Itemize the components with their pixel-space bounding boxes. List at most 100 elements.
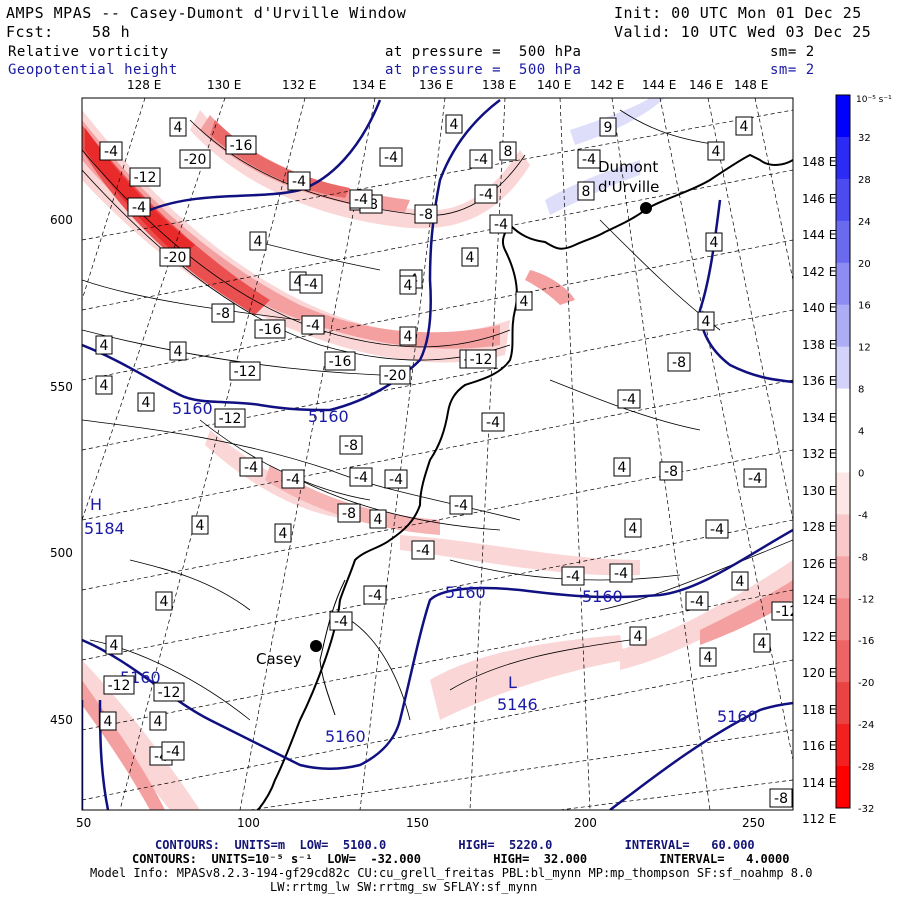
vorticity-value-box: 9 (599, 117, 617, 137)
vorticity-value-box: 4 (169, 117, 187, 137)
svg-text:4: 4 (634, 629, 643, 645)
top-lon-tick: 128 E (127, 78, 162, 92)
x-tick-250: 250 (742, 816, 765, 830)
vorticity-value-box: 4 (99, 711, 117, 731)
vorticity-value-box: -12 (153, 682, 185, 702)
svg-text:4: 4 (740, 119, 749, 135)
colorbar-swatch (836, 430, 850, 473)
vorticity-value-box: -12 (229, 361, 261, 381)
svg-text:-4: -4 (286, 472, 300, 488)
colorbar-swatch (836, 178, 850, 222)
colorbar-label: -20 (858, 678, 874, 689)
y-tick-600: 600 (50, 213, 73, 227)
right-lon-tick: 134 E (802, 410, 837, 425)
colorbar: 10⁻⁵ s⁻¹ 32 28 24 20 16 12 8 4 0 -4 -8 -12 -16 -20 -24 -… (835, 94, 892, 815)
svg-text:4: 4 (279, 526, 288, 542)
svg-text:4: 4 (100, 338, 109, 354)
svg-text:-4: -4 (334, 614, 348, 630)
vorticity-value-box: 4 (699, 647, 717, 667)
vorticity-value-box: 4 (613, 457, 631, 477)
svg-text:4: 4 (154, 714, 163, 730)
field2-level: at pressure = 500 hPa (385, 62, 582, 78)
top-lon-tick: 134 E (352, 78, 387, 92)
svg-text:-4: -4 (494, 217, 508, 233)
vorticity-value-box: -4 (287, 171, 311, 191)
vorticity-value-box: -4 (127, 197, 151, 217)
svg-text:-8: -8 (664, 464, 678, 480)
svg-text:-12: -12 (234, 364, 257, 380)
vorticity-value-box: 4 (461, 247, 479, 267)
svg-text:9: 9 (604, 120, 613, 136)
svg-text:5160: 5160 (445, 583, 486, 602)
svg-text:4: 4 (758, 636, 767, 652)
vorticity-value-box: -4 (281, 469, 305, 489)
vorticity-value-box: -4 (379, 147, 403, 167)
right-lon-tick: 124 E (802, 593, 837, 607)
right-lon-tick: 118 E (802, 702, 837, 717)
vorticity-value-box: -8 (659, 461, 683, 481)
svg-text:4: 4 (174, 120, 183, 136)
top-lon-tick: 138 E (482, 78, 517, 92)
svg-text:-4: -4 (614, 566, 628, 582)
vorticity-value-box: -4 (474, 184, 498, 204)
colorbar-label: -32 (858, 804, 874, 815)
colorbar-label: -16 (858, 636, 874, 647)
svg-text:5160: 5160 (308, 407, 349, 426)
svg-text:-4: -4 (474, 152, 488, 168)
svg-text:-4: -4 (354, 470, 368, 486)
colorbar-swatch (836, 514, 850, 557)
vorticity-value-box: 4 (369, 509, 387, 529)
svg-text:4: 4 (294, 274, 303, 290)
top-lon-tick: 132 E (282, 78, 317, 92)
svg-text:-8: -8 (774, 791, 788, 807)
svg-text:4: 4 (712, 144, 721, 160)
right-lon-tick: 146 E (802, 191, 837, 206)
vorticity-value-box: -4 (99, 141, 123, 161)
vorticity-value-box: -4 (329, 611, 353, 631)
vorticity-value-box: 4 (137, 392, 155, 412)
svg-text:-4: -4 (166, 744, 180, 760)
colorbar-label: 32 (858, 133, 871, 144)
svg-text:4: 4 (404, 278, 413, 294)
vorticity-value-box: 4 (705, 232, 723, 252)
svg-text:4: 4 (404, 329, 413, 345)
svg-text:4: 4 (160, 594, 169, 610)
vorticity-value-box: 4 (191, 515, 209, 535)
colorbar-label: -8 (858, 552, 868, 563)
svg-text:-4: -4 (306, 318, 320, 334)
svg-text:5146: 5146 (497, 695, 538, 714)
vorticity-value-box: -4 (489, 214, 513, 234)
vorticity-value-box: -12 (214, 408, 246, 428)
svg-text:-12: -12 (470, 352, 493, 368)
colorbar-label: 0 (858, 468, 864, 479)
x-tick-100: 100 (237, 816, 260, 830)
vorticity-value-box: 4 (697, 311, 715, 331)
svg-text:4: 4 (520, 294, 529, 310)
svg-text:5184: 5184 (84, 519, 125, 538)
svg-text:-4: -4 (354, 192, 368, 208)
field1-level: at pressure = 500 hPa (385, 44, 582, 60)
colorbar-label: 28 (858, 175, 871, 186)
svg-text:4: 4 (374, 512, 383, 528)
vorticity-value-box: 4 (95, 375, 113, 395)
dumont-label-1: Dumont (598, 158, 658, 176)
vorticity-shading (82, 98, 793, 810)
vorticity-value-box: 8 (577, 181, 595, 201)
colorbar-swatch (836, 346, 850, 390)
right-lon-tick: 116 E (802, 739, 837, 753)
svg-text:-4: -4 (384, 150, 398, 166)
vorticity-value-box: -4 (469, 149, 493, 169)
vorticity-value-boxes: 4-4-16-20-12-16-20-12-8-12-4-8-8-4-4-4-4… (95, 114, 793, 808)
vorticity-value-box: -4 (299, 274, 323, 294)
vorticity-value-box: 4 (445, 114, 463, 134)
vorticity-value-box: -12 (771, 601, 793, 621)
svg-text:4: 4 (450, 117, 459, 133)
vorticity-value-box: -8 (337, 503, 361, 523)
right-lon-tick: 144 E (802, 228, 837, 242)
svg-text:4: 4 (196, 518, 205, 534)
svg-text:-4: -4 (244, 460, 258, 476)
vorticity-value-box: 4 (735, 116, 753, 136)
colorbar-frame (835, 94, 851, 809)
svg-text:-12: -12 (158, 685, 181, 701)
svg-text:8: 8 (582, 184, 591, 200)
